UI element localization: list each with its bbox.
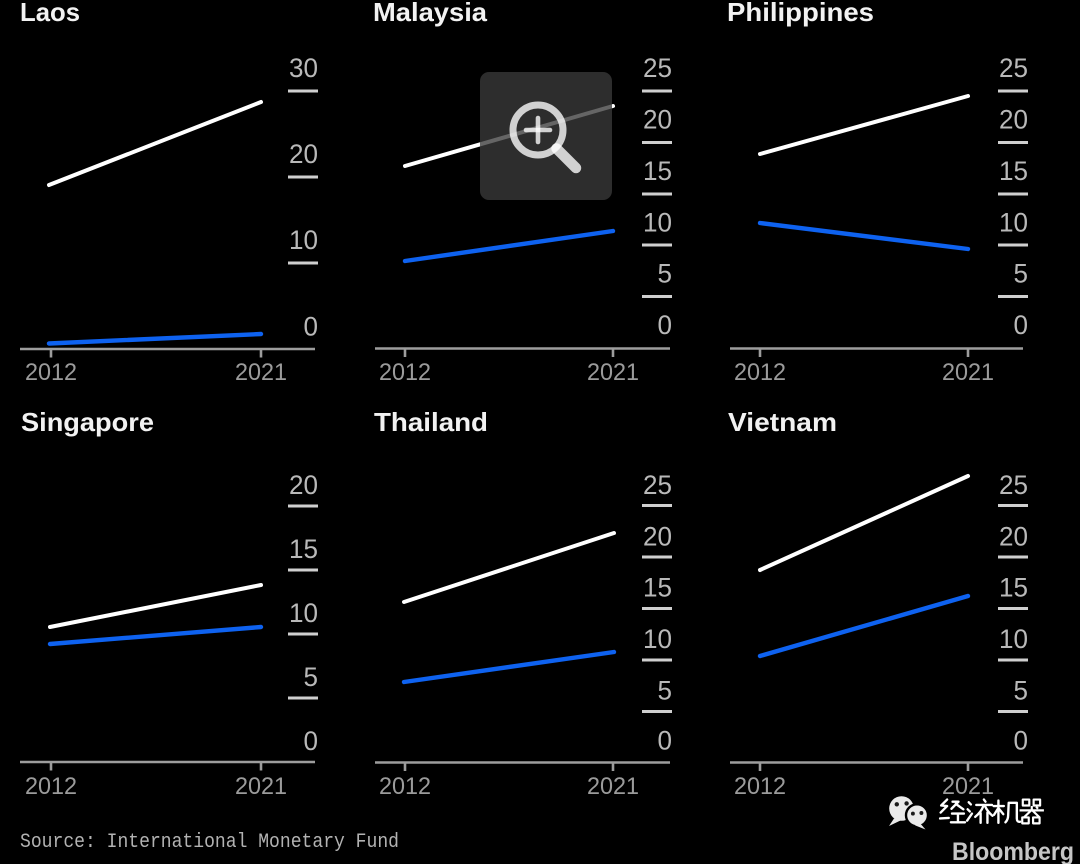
svg-text:25: 25 bbox=[999, 470, 1028, 500]
svg-text:Thailand: Thailand bbox=[374, 407, 488, 437]
svg-text:15: 15 bbox=[289, 534, 318, 564]
svg-text:0: 0 bbox=[1014, 310, 1029, 340]
svg-text:2012: 2012 bbox=[25, 359, 77, 386]
svg-text:5: 5 bbox=[658, 676, 673, 706]
svg-text:20: 20 bbox=[999, 522, 1028, 552]
svg-text:2021: 2021 bbox=[942, 773, 994, 800]
svg-text:0: 0 bbox=[658, 726, 673, 756]
svg-text:2012: 2012 bbox=[379, 773, 431, 800]
svg-text:25: 25 bbox=[999, 53, 1028, 83]
svg-text:25: 25 bbox=[643, 53, 672, 83]
svg-text:0: 0 bbox=[304, 312, 319, 342]
svg-text:Bloomberg: Bloomberg bbox=[952, 838, 1074, 864]
svg-text:2021: 2021 bbox=[235, 773, 287, 800]
svg-text:2012: 2012 bbox=[734, 773, 786, 800]
svg-text:10: 10 bbox=[289, 598, 318, 628]
svg-text:Philippines: Philippines bbox=[727, 0, 874, 27]
svg-text:10: 10 bbox=[643, 208, 672, 238]
svg-text:0: 0 bbox=[304, 726, 319, 756]
svg-text:2021: 2021 bbox=[587, 773, 639, 800]
svg-text:15: 15 bbox=[643, 156, 672, 186]
svg-text:10: 10 bbox=[999, 624, 1028, 654]
svg-text:Vietnam: Vietnam bbox=[728, 407, 837, 437]
svg-text:5: 5 bbox=[1014, 259, 1029, 289]
svg-text:25: 25 bbox=[643, 470, 672, 500]
svg-text:Laos: Laos bbox=[20, 0, 80, 27]
svg-text:2012: 2012 bbox=[25, 773, 77, 800]
svg-text:5: 5 bbox=[1014, 676, 1029, 706]
svg-text:2021: 2021 bbox=[235, 359, 287, 386]
svg-text:2012: 2012 bbox=[734, 359, 786, 386]
svg-text:2021: 2021 bbox=[942, 359, 994, 386]
svg-text:Singapore: Singapore bbox=[21, 407, 154, 437]
svg-text:20: 20 bbox=[999, 105, 1028, 135]
svg-text:10: 10 bbox=[643, 624, 672, 654]
svg-text:20: 20 bbox=[289, 470, 318, 500]
svg-text:15: 15 bbox=[999, 573, 1028, 603]
svg-text:15: 15 bbox=[999, 156, 1028, 186]
svg-text:Malaysia: Malaysia bbox=[373, 0, 488, 27]
svg-text:15: 15 bbox=[643, 573, 672, 603]
svg-text:20: 20 bbox=[289, 139, 318, 169]
svg-text:20: 20 bbox=[643, 522, 672, 552]
svg-text:2021: 2021 bbox=[587, 359, 639, 386]
svg-text:10: 10 bbox=[999, 208, 1028, 238]
svg-text:Source: International Monetary: Source: International Monetary Fund bbox=[20, 831, 399, 854]
svg-text:2012: 2012 bbox=[379, 359, 431, 386]
svg-text:10: 10 bbox=[289, 225, 318, 255]
svg-text:0: 0 bbox=[1014, 726, 1029, 756]
svg-text:5: 5 bbox=[304, 662, 319, 692]
svg-text:30: 30 bbox=[289, 53, 318, 83]
svg-text:20: 20 bbox=[643, 105, 672, 135]
svg-text:0: 0 bbox=[658, 310, 673, 340]
svg-text:5: 5 bbox=[658, 259, 673, 289]
